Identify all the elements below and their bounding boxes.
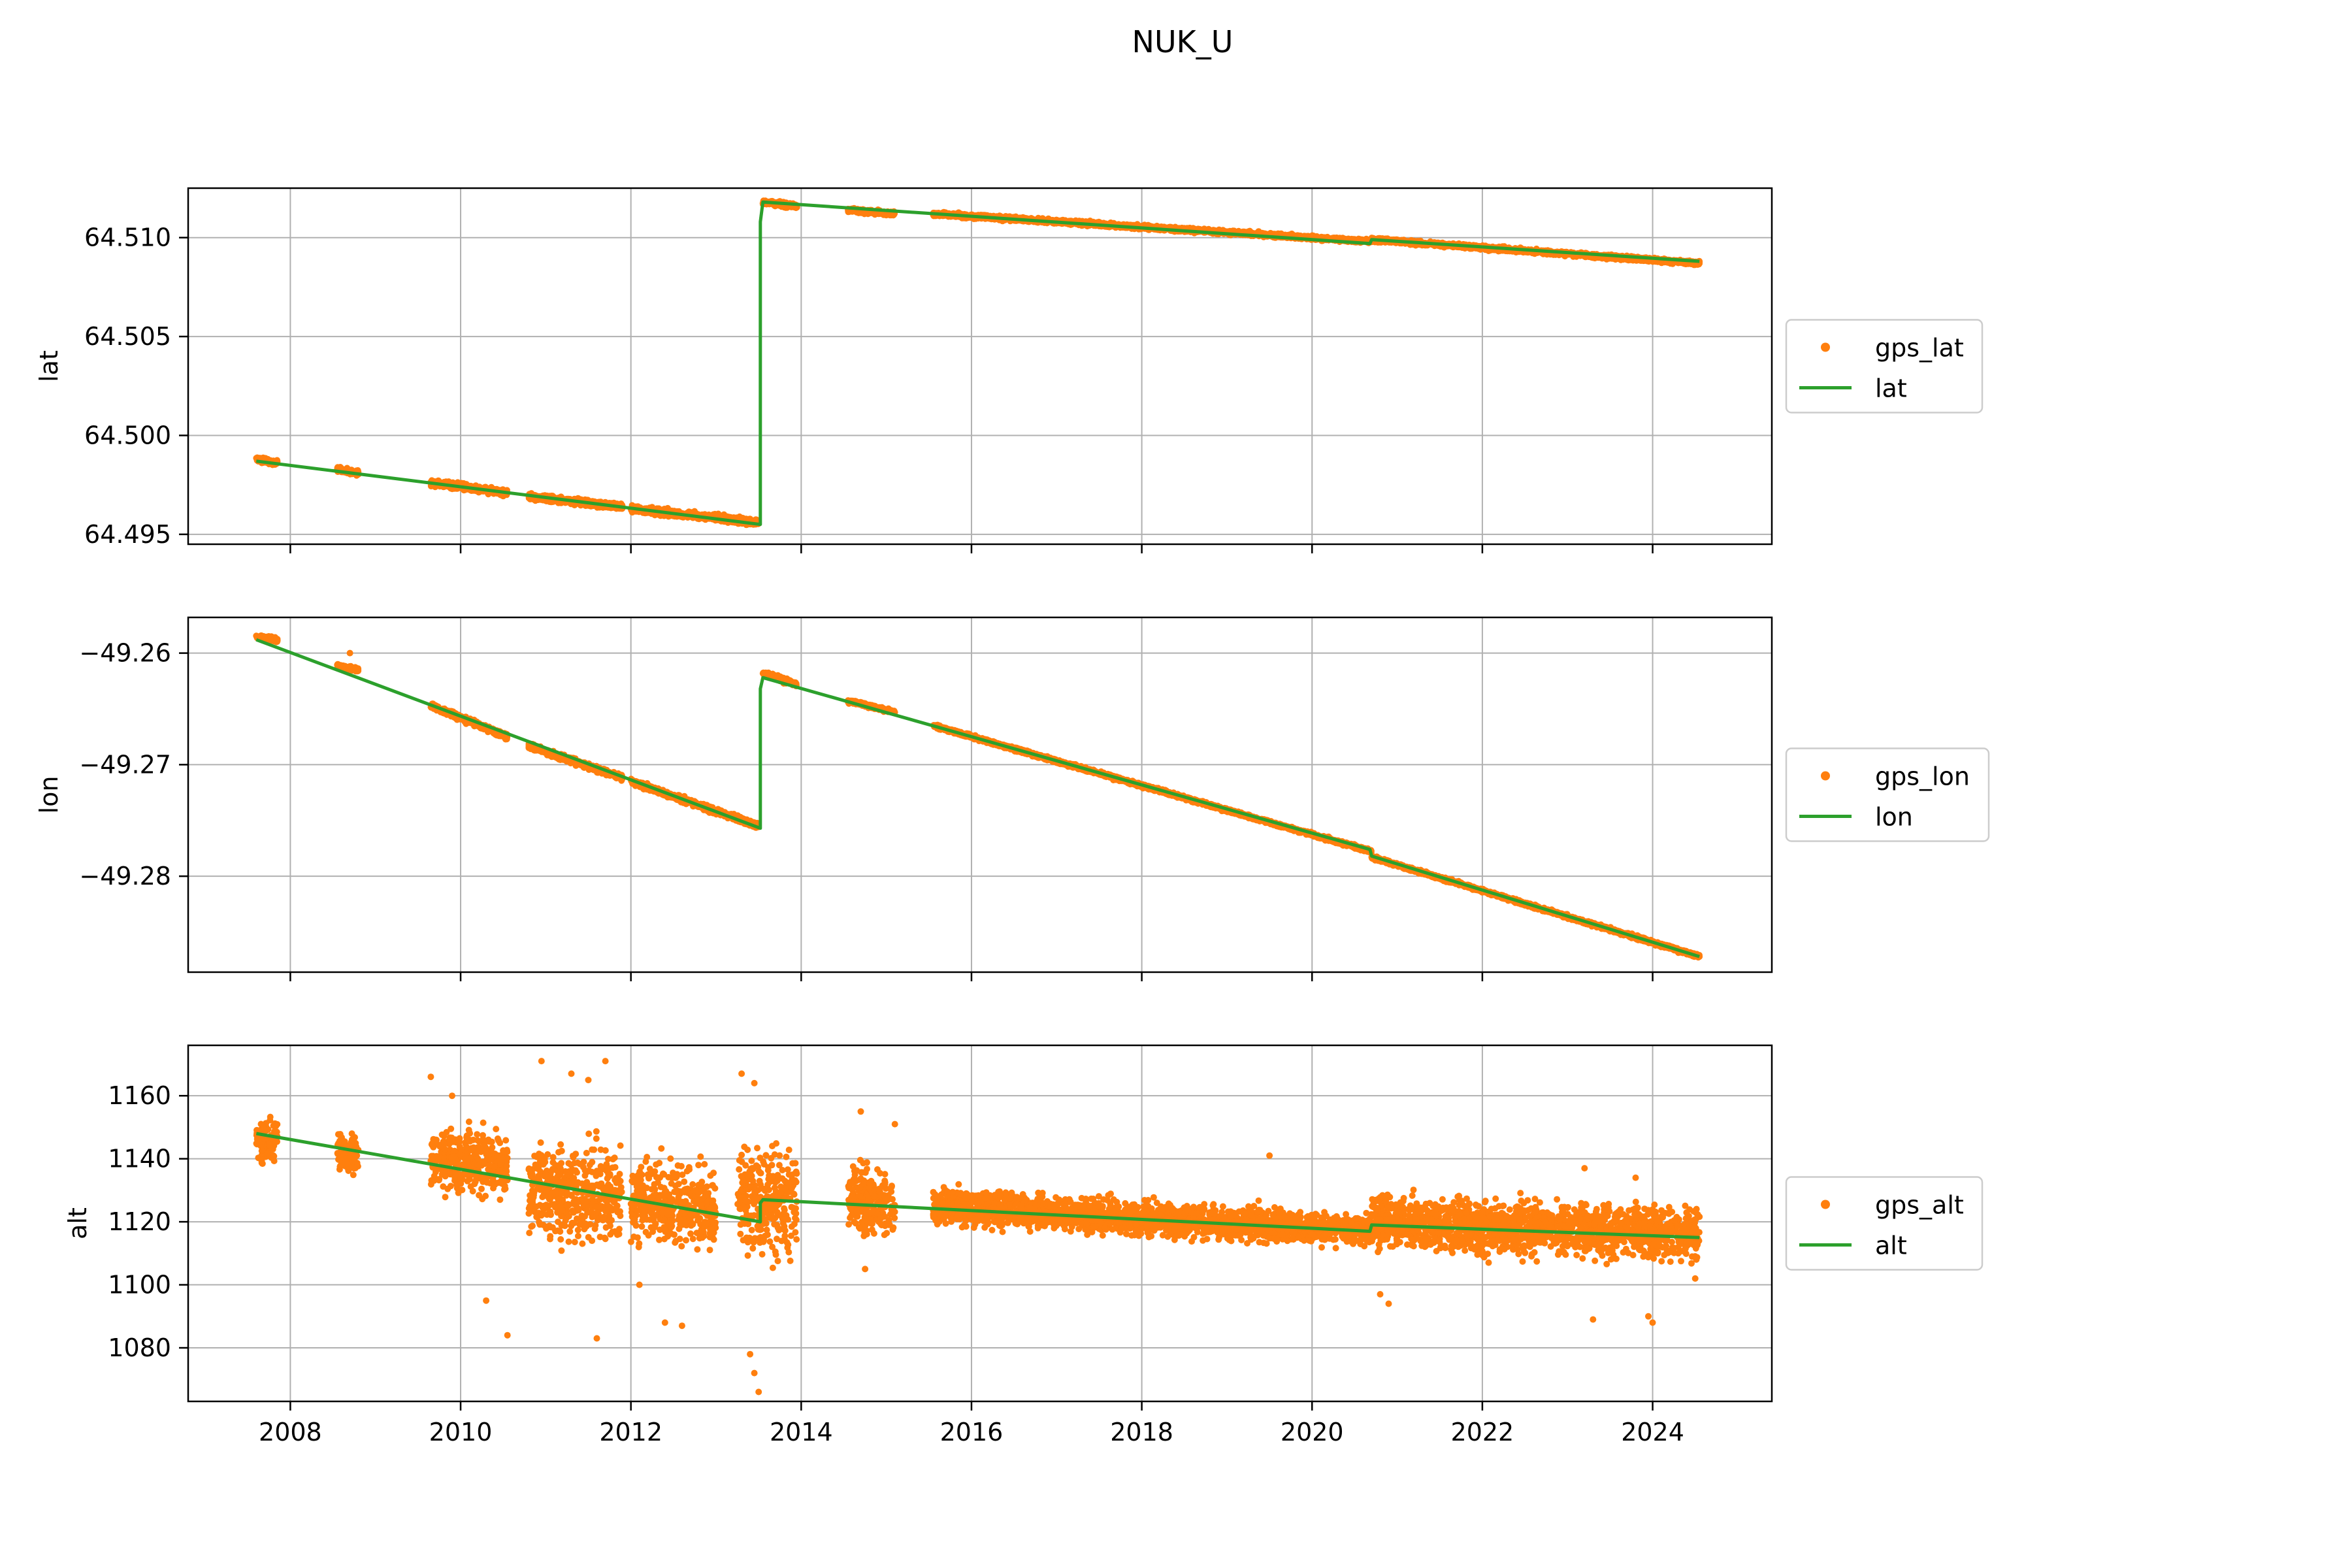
plot-area xyxy=(253,197,1703,529)
data-point xyxy=(872,210,878,217)
data-point xyxy=(752,516,759,523)
subplots: 64.49564.50064.50564.510latgps_latlat−49… xyxy=(35,187,1990,1446)
figure-title: NUK_U xyxy=(1132,24,1233,59)
